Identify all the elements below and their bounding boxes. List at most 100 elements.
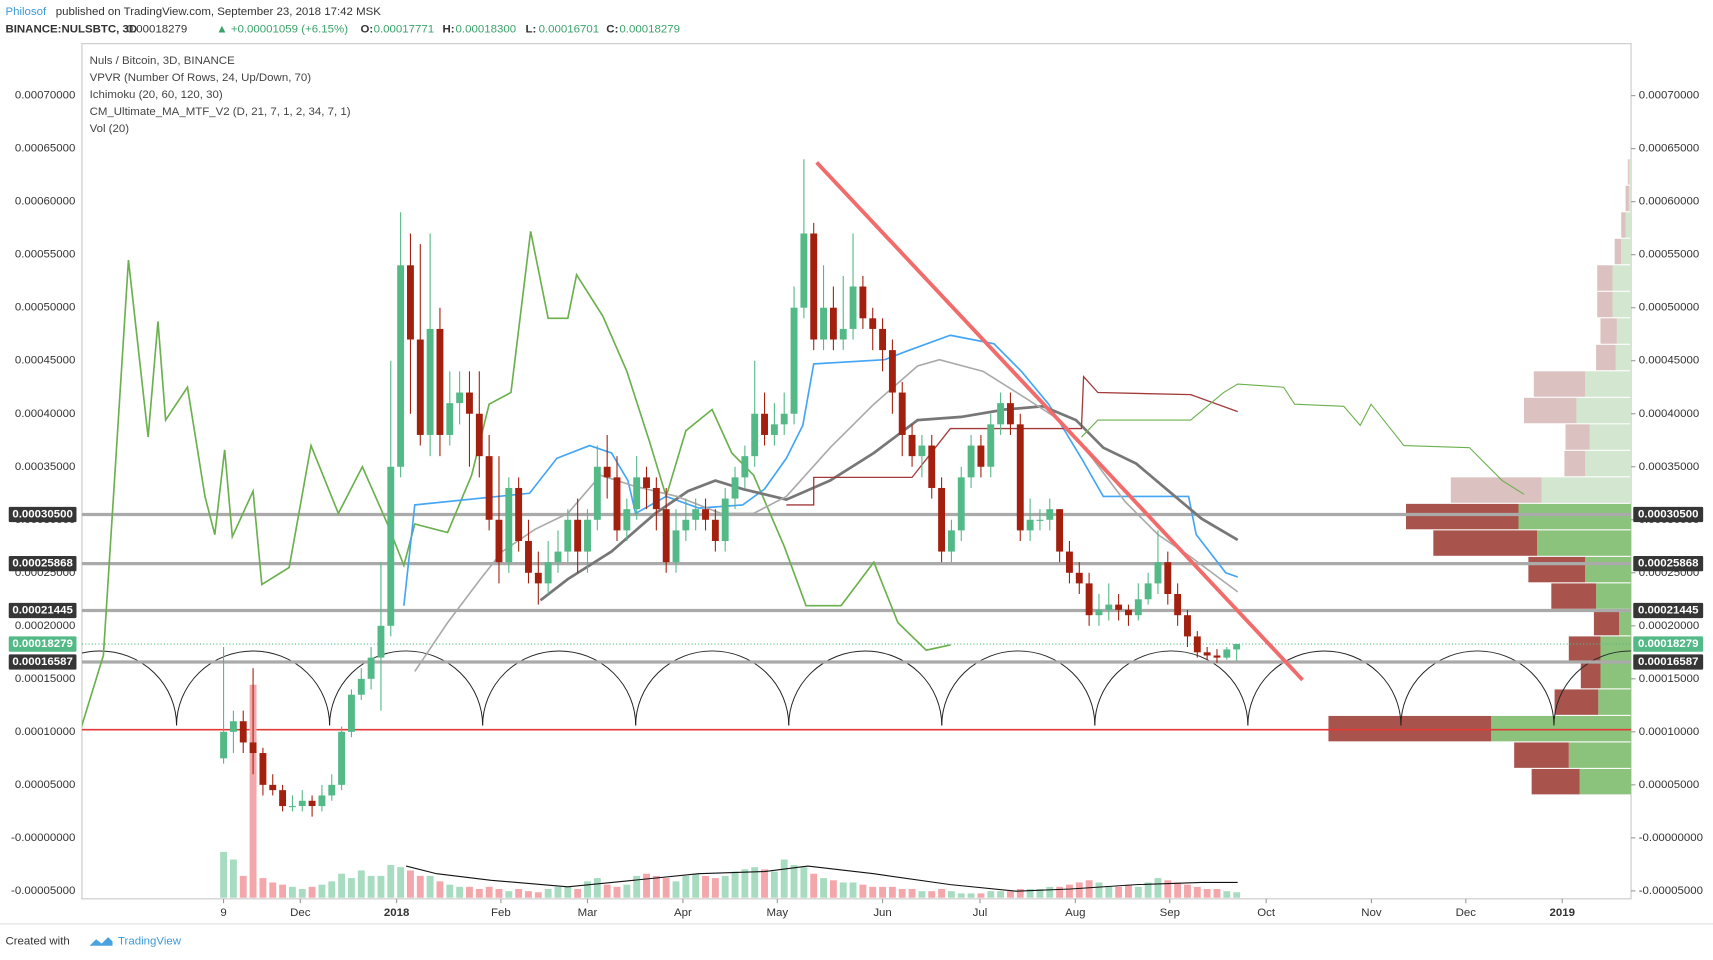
candle-body <box>593 466 601 520</box>
level-label-right: 0.00021445 <box>1638 605 1699 617</box>
candle-body <box>908 434 916 457</box>
candle-body <box>1105 604 1113 610</box>
x-tick-label: Oct <box>1257 907 1276 919</box>
volume-bar <box>544 889 552 898</box>
x-tick-label: May <box>767 907 789 919</box>
legend-item: VPVR (Number Of Rows, 24, Up/Down, 70) <box>90 72 312 84</box>
candle-body <box>702 509 709 520</box>
candle-body <box>279 790 287 807</box>
candle-body <box>751 413 759 457</box>
volume-bar <box>633 875 641 898</box>
profile-down <box>1568 636 1601 662</box>
profile-up <box>1579 768 1632 795</box>
volume-bar <box>554 886 562 898</box>
candle-body <box>387 466 395 626</box>
candle-body <box>564 519 572 552</box>
cycle-arc <box>788 650 943 726</box>
volume-bar <box>397 867 405 898</box>
candle-body <box>554 551 562 563</box>
candle-body <box>810 233 818 340</box>
brand-logo <box>89 937 113 946</box>
candle-body <box>269 784 277 791</box>
volume-bar <box>1174 882 1182 898</box>
y-tick-label-right: 0.00050000 <box>1639 302 1700 314</box>
candle-body <box>288 806 296 808</box>
volume-bar <box>928 891 936 898</box>
candle-body <box>466 392 473 414</box>
candle-body <box>1036 519 1044 521</box>
candle-body <box>820 307 827 340</box>
volume-bar <box>1006 891 1014 898</box>
volume-bar <box>692 873 700 898</box>
y-tick-label-right: -0.00000000 <box>1639 832 1703 844</box>
volume-bar <box>1105 886 1113 898</box>
candle-body <box>249 742 257 754</box>
volume-bar <box>1164 880 1172 898</box>
candle-body <box>446 403 454 435</box>
volume-bar <box>574 889 582 898</box>
candle-body <box>1006 403 1014 425</box>
volume-bar <box>790 864 798 898</box>
profile-down <box>1614 238 1622 265</box>
trend-line <box>815 161 1304 682</box>
level-label-box-right <box>1633 506 1704 523</box>
profile-up <box>1589 424 1632 450</box>
volume-bar <box>977 893 985 898</box>
candle-body <box>938 487 946 552</box>
volume-bar <box>997 891 1005 898</box>
volume-bar <box>947 891 955 898</box>
profile-up <box>1625 212 1632 238</box>
candle-body <box>633 477 641 510</box>
volume-bar <box>879 886 887 898</box>
candle-body <box>475 413 483 457</box>
volume-bar <box>436 881 444 898</box>
volume-bar <box>505 891 513 898</box>
volume-bar <box>702 875 709 898</box>
level-label-box-right <box>1633 602 1704 619</box>
volume-bar <box>731 871 739 898</box>
x-tick-label: Feb <box>491 907 511 919</box>
profile-up <box>1612 291 1632 318</box>
candle-body <box>229 721 237 732</box>
volume-bar <box>741 869 749 898</box>
indicator-line <box>414 358 1239 672</box>
ohlc-value: 0.00018300 <box>456 24 517 36</box>
profile-up <box>1628 159 1632 185</box>
volume-bar <box>672 881 680 898</box>
author: Philosof <box>5 6 47 18</box>
last-price-label-right: 0.00018279 <box>1638 638 1699 650</box>
volume-bar <box>810 873 818 898</box>
cycle-arc <box>1094 650 1249 726</box>
level-label-right: 0.00025868 <box>1638 558 1699 570</box>
volume-bar <box>426 875 434 898</box>
candle-body <box>1213 655 1221 658</box>
candle-body <box>574 519 582 552</box>
candle-body <box>790 307 798 414</box>
volume-bar <box>1066 884 1073 898</box>
candle-body <box>879 328 887 351</box>
volume-bar <box>495 889 503 898</box>
y-tick-label-right: 0.00035000 <box>1639 461 1700 473</box>
profile-down <box>1564 450 1586 477</box>
x-tick-label: Aug <box>1065 907 1085 919</box>
candle-body <box>849 286 857 329</box>
y-tick-label: -0.00000000 <box>11 832 75 844</box>
profile-down <box>1600 318 1617 344</box>
candle-body <box>534 572 542 584</box>
candle-body <box>839 328 847 340</box>
candle-body <box>505 487 513 563</box>
candle-body <box>928 445 936 488</box>
cycle-arc <box>1247 650 1402 726</box>
profile-down <box>1533 371 1586 397</box>
volume-bar <box>1193 886 1201 898</box>
candle-body <box>1066 551 1073 573</box>
y-tick-label: 0.00070000 <box>15 90 76 102</box>
candle-body <box>367 657 375 679</box>
volume-bar <box>957 893 965 898</box>
ohlc-label: L: <box>525 24 536 36</box>
candle-body <box>997 403 1005 425</box>
published: published on TradingView.com, September … <box>56 6 382 18</box>
volume-bar <box>662 878 670 898</box>
